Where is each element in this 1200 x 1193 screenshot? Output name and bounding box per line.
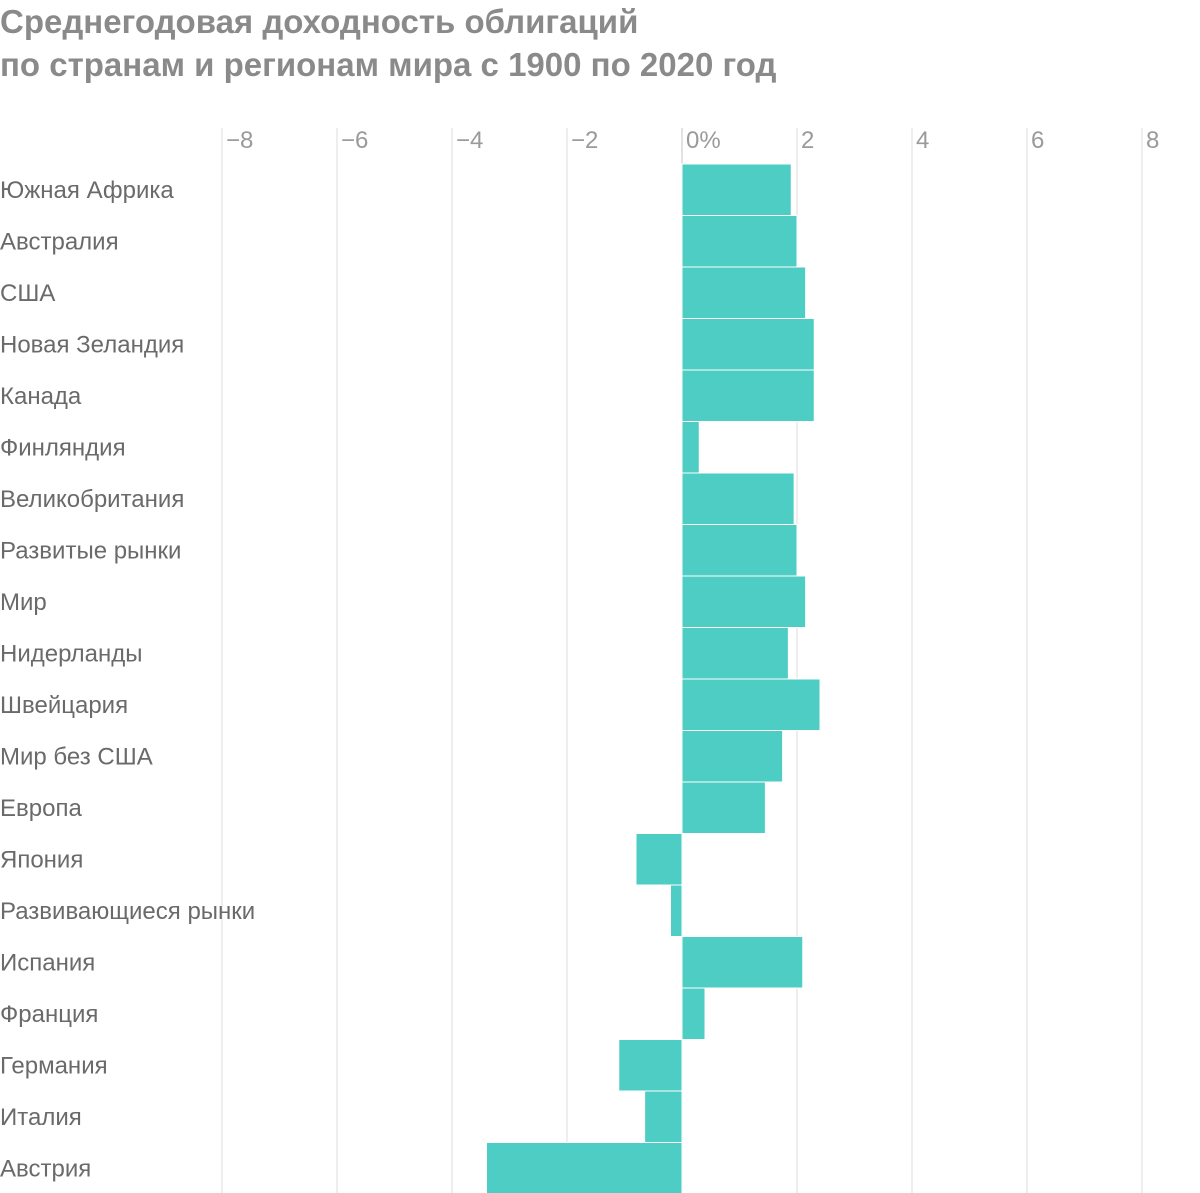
bar <box>486 1142 683 1193</box>
category-labels: Южная Африка Австралия США Новая Зеландия Ка… <box>0 177 255 1183</box>
category-label: Развивающиеся рынки <box>0 898 255 925</box>
bars <box>486 163 821 1193</box>
category-label: Германия <box>0 1052 108 1079</box>
category-label: Европа <box>0 795 82 822</box>
x-tick-label: 4 <box>916 127 929 154</box>
category-label: Мир <box>0 589 47 616</box>
bar <box>681 215 798 268</box>
category-label: Австралия <box>0 228 119 255</box>
x-axis-ticks: −8 −6 −4 −2 0% 2 4 6 8 <box>226 127 1159 154</box>
bar <box>681 987 706 1040</box>
x-tick-label: −8 <box>226 127 253 154</box>
category-label: Канада <box>0 383 82 410</box>
chart-title: Среднегодовая доходность облигаций по ст… <box>0 0 776 86</box>
bar <box>681 678 821 731</box>
bar <box>681 781 766 834</box>
category-label: Австрия <box>0 1155 91 1182</box>
bar <box>681 421 700 474</box>
category-label: Франция <box>0 1001 98 1028</box>
category-label: Япония <box>0 846 83 873</box>
bar <box>681 472 795 525</box>
category-label: Финляндия <box>0 434 126 461</box>
category-label: Южная Африка <box>0 177 174 204</box>
category-label: Великобритания <box>0 486 184 513</box>
bar <box>618 1039 683 1092</box>
x-tick-label: −6 <box>341 127 368 154</box>
category-label: Нидерланды <box>0 640 142 667</box>
bar <box>681 575 807 628</box>
x-tick-label: 0% <box>686 127 721 154</box>
category-label: Испания <box>0 949 95 976</box>
bar <box>681 266 807 319</box>
chart-title-line-2: по странам и регионам мира с 1900 по 202… <box>0 46 777 83</box>
x-tick-label: −4 <box>456 127 483 154</box>
category-label: США <box>0 280 55 307</box>
category-label: Новая Зеландия <box>0 331 184 358</box>
bar <box>644 1090 683 1143</box>
bar <box>681 936 804 989</box>
category-label: Мир без США <box>0 743 153 770</box>
x-tick-label: −2 <box>571 127 598 154</box>
category-label: Швейцария <box>0 692 128 719</box>
x-tick-label: 8 <box>1146 127 1159 154</box>
bar <box>681 318 815 371</box>
x-tick-label: 6 <box>1031 127 1044 154</box>
bar <box>681 163 792 216</box>
bar <box>681 627 789 680</box>
bar <box>681 369 815 422</box>
x-tick-label: 2 <box>801 127 814 154</box>
category-label: Италия <box>0 1104 82 1131</box>
bar <box>635 833 683 886</box>
category-label: Развитые рынки <box>0 537 181 564</box>
chart-title-line-1: Среднегодовая доходность облигаций <box>0 3 639 40</box>
bar <box>670 884 683 937</box>
bar <box>681 730 784 783</box>
bar <box>681 524 798 577</box>
